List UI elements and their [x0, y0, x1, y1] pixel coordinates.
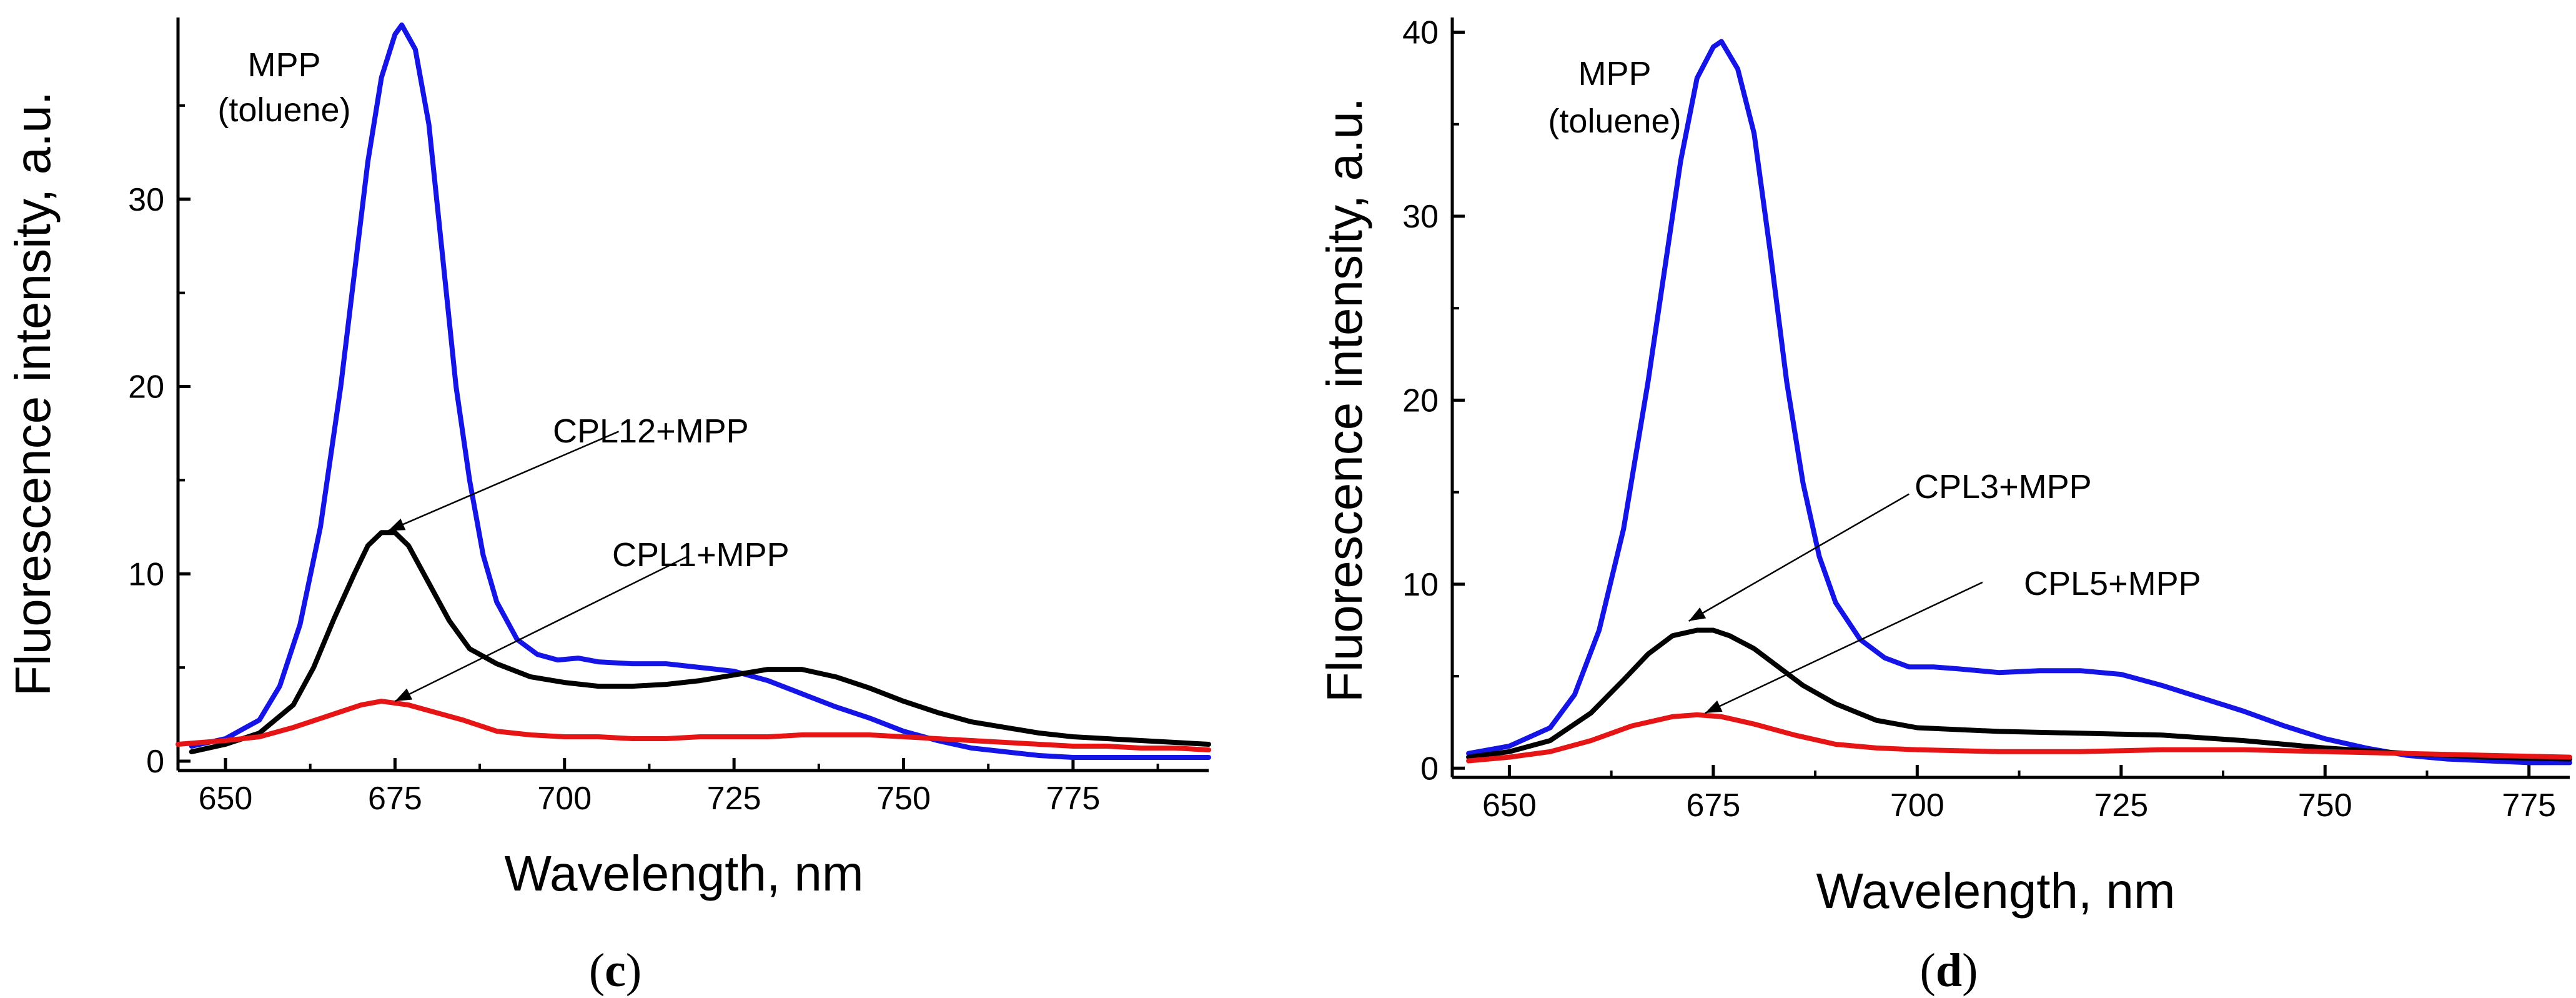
panel-c-y-tick-label: 30: [128, 182, 164, 218]
panel-d-label-letter: d: [1936, 944, 1962, 997]
panel-d-label: (d): [1920, 944, 1978, 997]
panel-c-arrowhead-cpl12-mpp: [388, 518, 406, 531]
panel-d-annotation-arrows: [1688, 493, 1983, 714]
panel-c-mpp-label-line1: MPP: [247, 46, 320, 84]
panel-d-y-tick-label: 40: [1402, 15, 1439, 51]
panel-c-label-letter: c: [605, 944, 626, 997]
panel-d-mpp-label-line1: MPP: [1578, 55, 1651, 92]
panel-d-x-tick-label: 675: [1686, 787, 1740, 824]
panel-d-series-cpl3-mpp: [1466, 627, 2572, 762]
panel-d-x-tick-label: 750: [2298, 787, 2352, 824]
panel-c-label-close: ): [626, 944, 642, 997]
panel-d-label-open: (: [1920, 944, 1936, 997]
panel-c-x-tick-label: 650: [199, 781, 253, 817]
panel-c-mpp-label-line2: (toluene): [217, 91, 350, 129]
panel-d-arrow-cpl3-mpp: [1688, 493, 1910, 622]
panel-c-x-tick-label: 725: [707, 781, 761, 817]
panel-d-arrow-cpl5-mpp: [1705, 581, 1983, 714]
panel-d-axes: [1450, 17, 2570, 779]
panel-c-x-tick-label: 700: [537, 781, 592, 817]
panel-c-x-tick-label: 750: [876, 781, 931, 817]
panel-c-series: [176, 22, 1211, 760]
panel-c-cpl1-label: CPL1+MPP: [612, 536, 790, 574]
panel-c-arrow-cpl12-mpp: [388, 431, 620, 532]
panel-d-label-close: ): [1962, 944, 1978, 997]
panel-d-series-mpp-toluene: [1466, 39, 2572, 766]
panel-c-arrowhead-cpl1-mpp: [395, 688, 413, 702]
panel-d-series-cpl5-mpp: [1466, 712, 2572, 764]
panel-c-series-cpl1-mpp: [176, 699, 1211, 752]
panel-c-x-tick-label: 775: [1046, 781, 1101, 817]
panel-c-y-axis-title: Fluorescence intensity, a.u.: [5, 91, 61, 696]
panel-c-annotation-arrows: [388, 431, 687, 702]
panel-c-cpl12-label: CPL12+MPP: [553, 412, 749, 450]
panel-d-mpp-label-line2: (toluene): [1548, 102, 1681, 140]
panel-c-y-tick-label: 0: [146, 744, 164, 780]
panel-d-series: [1466, 39, 2572, 766]
panel-d-y-tick-label: 20: [1402, 382, 1439, 419]
panel-d-arrowhead-cpl3-mpp: [1688, 607, 1707, 621]
panel-d-y-tick-label: 30: [1402, 199, 1439, 235]
panel-c-label-open: (: [589, 944, 605, 997]
panel-c-y-tick-label: 20: [128, 369, 164, 406]
panel-d-ticks: 650 675 700 725 750 775 0 10 20 30 40: [1402, 15, 2556, 824]
panel-d-y-tick-label: 10: [1402, 567, 1439, 603]
panel-c-y-tick-label: 10: [128, 556, 164, 592]
panel-d-x-tick-label: 650: [1482, 787, 1537, 824]
panel-d-y-axis-title: Fluorescence intensity, a.u.: [1317, 97, 1372, 702]
panel-d-x-axis-title: Wavelength, nm: [1816, 863, 2175, 919]
panel-c-arrow-cpl1-mpp: [394, 556, 687, 702]
panel-c-series-cpl12-mpp: [189, 530, 1211, 754]
panel-d-cpl3-label: CPL3+MPP: [1915, 468, 2092, 506]
panel-d-x-tick-label: 700: [1890, 787, 1944, 824]
panel-d: 650 675 700 725 750 775 0 10 20 30 40 MPP (toluene…: [1317, 15, 2572, 997]
panel-d-y-tick-label: 0: [1420, 751, 1439, 787]
panel-c-ticks: 650 675 700 725 750 775 0 10 20 30: [128, 104, 1159, 817]
panel-c-x-tick-label: 675: [368, 781, 422, 817]
panel-c-x-axis-title: Wavelength, nm: [504, 846, 863, 901]
panel-d-arrowhead-cpl5-mpp: [1705, 700, 1723, 713]
panel-d-cpl5-label: CPL5+MPP: [2024, 565, 2201, 602]
panel-d-x-tick-label: 725: [2094, 787, 2148, 824]
panel-c-label: (c): [589, 944, 642, 997]
panel-c-series-mpp-toluene: [189, 22, 1211, 760]
panel-d-x-tick-label: 775: [2502, 787, 2556, 824]
panel-c-axes: [176, 17, 1209, 772]
